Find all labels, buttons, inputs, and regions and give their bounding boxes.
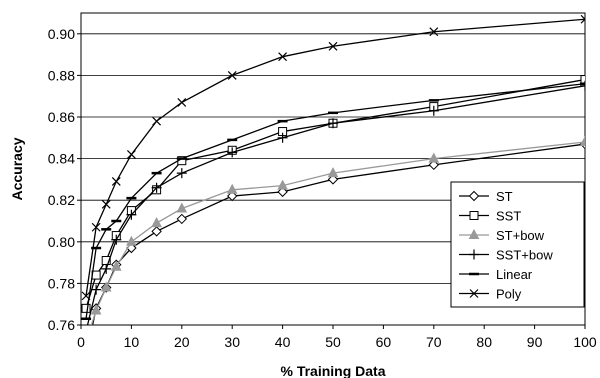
legend-item-poly: Poly: [459, 287, 522, 302]
series-linear: [81, 82, 585, 321]
series-poly: [81, 14, 585, 301]
point-poly: [177, 98, 187, 107]
point-sst-bow: [176, 168, 187, 179]
point-poly: [126, 150, 136, 159]
y-tick-label: 0.76: [48, 317, 75, 333]
point-sst-bow: [126, 209, 137, 220]
point-poly: [111, 177, 121, 186]
x-tick-label: 80: [476, 334, 492, 350]
legend-item-sst: SST: [459, 209, 521, 224]
point-st-bow: [327, 167, 339, 178]
point-st-bow: [90, 304, 102, 315]
point-poly: [152, 116, 162, 126]
x-tick-label: 70: [426, 334, 442, 350]
point-poly: [227, 70, 237, 80]
x-tick-label: 30: [224, 334, 240, 350]
point-sst-bow: [580, 80, 585, 91]
legend-box: [450, 181, 585, 308]
point-st-bow: [226, 183, 238, 194]
legend-marker: [468, 228, 480, 239]
y-axis-title: Accuracy: [9, 137, 25, 200]
legend-label: ST: [496, 189, 513, 204]
legend-item-sst-bow: SST+bow: [459, 248, 553, 263]
x-tick-label: 10: [124, 334, 140, 350]
point-poly: [278, 52, 288, 62]
x-tick-label: 100: [573, 334, 597, 350]
point-st: [151, 226, 162, 237]
y-tick-label: 0.88: [48, 67, 75, 83]
point-st-bow: [100, 281, 112, 292]
y-tick-label: 0.90: [48, 26, 75, 42]
point-sst-bow: [428, 105, 439, 116]
legend-label: Poly: [496, 287, 522, 302]
point-sst: [580, 75, 585, 85]
line-linear: [85, 83, 585, 319]
point-sst-bow: [151, 182, 162, 193]
point-st: [176, 213, 188, 225]
legend-marker: [469, 211, 479, 220]
legend-item-st-bow: ST+bow: [459, 228, 545, 243]
line-poly: [85, 18, 585, 296]
line-sst-bow: [86, 85, 585, 325]
series-sst-bow: [86, 80, 585, 325]
point-sst-bow: [277, 132, 288, 143]
y-tick-label: 0.84: [48, 151, 75, 167]
point-st-bow: [428, 152, 440, 163]
series-layer: [81, 14, 585, 361]
legend-marker: [469, 289, 479, 298]
point-poly: [580, 14, 585, 24]
legend: ST SST ST+bow SST+bow Linear Poly: [450, 181, 585, 308]
point-sst-bow: [328, 118, 338, 129]
point-poly: [101, 199, 111, 209]
point-sst-bow: [91, 284, 102, 295]
point-st: [82, 352, 91, 361]
legend-label: Linear: [496, 267, 533, 282]
point-st-bow: [151, 217, 162, 228]
point-st-bow: [277, 179, 288, 190]
x-tick-label: 90: [527, 334, 543, 350]
legend-item-linear: Linear: [459, 267, 533, 282]
legend-label: SST: [496, 209, 521, 224]
legend-label: ST+bow: [496, 228, 545, 243]
point-st-bow: [176, 202, 188, 213]
y-tick-label: 0.78: [48, 275, 75, 291]
point-poly: [91, 222, 101, 232]
point-poly: [429, 27, 439, 37]
legend-marker: [468, 190, 480, 202]
point-sst-bow: [101, 263, 112, 274]
tick-labels: 0.76 0.78 0.80 0.82 0.84 0.86 0.88 0.90 0 10 20 30 4…: [48, 26, 597, 350]
legend-marker: [469, 249, 479, 260]
point-sst-bow: [111, 234, 122, 245]
x-axis-title: % Training Data: [280, 363, 385, 378]
x-tick-label: 60: [376, 334, 392, 350]
y-tick-label: 0.86: [48, 109, 75, 125]
point-sst: [81, 303, 91, 313]
y-tick-label: 0.80: [48, 234, 75, 250]
point-st-bow: [110, 260, 122, 271]
x-tick-label: 50: [325, 334, 341, 350]
point-poly: [81, 291, 91, 301]
legend-label: SST+bow: [496, 248, 553, 263]
x-tick-label: 40: [275, 334, 291, 350]
x-tick-label: 20: [174, 334, 190, 350]
legend-item-st: ST: [459, 189, 513, 204]
point-st-bow: [126, 235, 137, 246]
series-st-bow: [90, 135, 585, 325]
y-tick-label: 0.82: [48, 192, 75, 208]
point-poly: [328, 41, 338, 51]
point-st-bow: [579, 135, 585, 146]
x-tick-label: 0: [77, 334, 85, 350]
point-sst-bow: [227, 147, 238, 158]
